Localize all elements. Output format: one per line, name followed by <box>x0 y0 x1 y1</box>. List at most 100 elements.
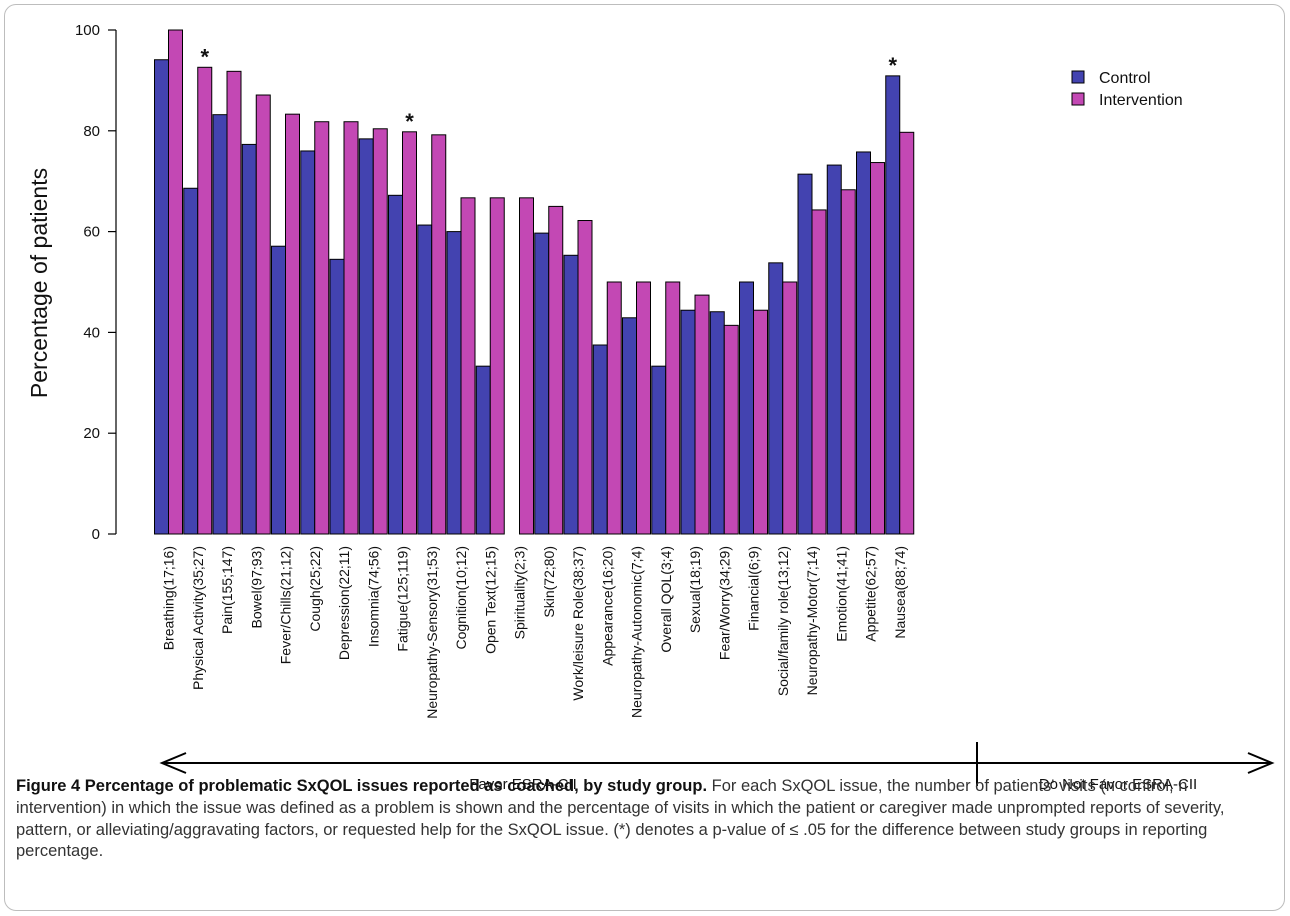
x-tick-label: Open Text(12;15) <box>482 546 498 654</box>
x-tick-label: Breathing(17;16) <box>161 546 177 650</box>
bar-control-13 <box>534 232 550 535</box>
bar-intervention-20 <box>753 309 768 535</box>
bar-control-6 <box>329 258 345 535</box>
bar-control-25 <box>885 75 901 535</box>
bar-intervention-7 <box>372 128 388 535</box>
bar-intervention-5 <box>314 121 330 535</box>
y-tick-label: 60 <box>83 224 100 241</box>
bar-control-20 <box>739 281 754 535</box>
caption-text: For each SxQOL issue, the number of pati… <box>16 777 1225 861</box>
x-tick-label: Fear/Worry(34;29) <box>716 546 732 660</box>
y-tick-label: 100 <box>75 22 100 39</box>
bar-intervention-12 <box>519 197 534 535</box>
y-tick-label: 20 <box>83 425 100 442</box>
bar-control-5 <box>300 150 316 535</box>
bar-intervention-18 <box>694 294 710 535</box>
bar-control-9 <box>417 224 433 535</box>
legend-swatch-intervention <box>1071 92 1085 106</box>
x-tick-label: Depression(22;11) <box>336 546 352 660</box>
bar-intervention-17 <box>665 281 681 535</box>
significance-markers: * * * <box>200 44 897 134</box>
legend: Control Intervention <box>1071 70 1183 109</box>
arrow-label-left: Favor ESRA-CII <box>469 776 577 793</box>
figure-caption: Figure 4 Percentage of problematic SxQOL… <box>16 776 1274 863</box>
bar-intervention-3 <box>255 94 271 535</box>
caption-label: Figure 4 Percentage of problematic SxQOL… <box>16 777 708 795</box>
x-tick-label: Bowel(97;93) <box>248 546 264 629</box>
bar-control-0 <box>154 59 169 535</box>
significance-star: * <box>405 109 414 134</box>
x-tick-label: Emotion(41;41) <box>833 546 849 642</box>
x-tick-label: Spirituality(2;3) <box>512 546 528 639</box>
y-tick-label: 40 <box>83 324 100 341</box>
x-tick-labels: Breathing(17;16) Physical Activity(35;27)… <box>161 546 908 719</box>
x-tick-label: Nausea(88;74) <box>892 546 908 639</box>
bar-intervention-6 <box>343 121 359 535</box>
bar-control-11 <box>475 365 491 535</box>
bar-intervention-11 <box>489 197 505 535</box>
y-tick-label: 80 <box>83 123 100 140</box>
legend-label-control: Control <box>1099 70 1151 87</box>
bar-intervention-21 <box>782 281 798 535</box>
bar-intervention-4 <box>285 113 300 535</box>
bar-control-3 <box>241 143 257 535</box>
x-tick-label: Neuropathy-Motor(7;14) <box>804 546 820 695</box>
x-tick-label: Physical Activity(35;27) <box>190 546 206 690</box>
bar-control-7 <box>358 138 374 535</box>
bar-intervention-1 <box>197 66 213 535</box>
x-tick-label: Work/leisure Role(38;37) <box>570 546 586 701</box>
x-tick-label: Fatigue(125;119) <box>395 546 411 652</box>
arrow-head-left <box>159 752 187 774</box>
significance-star: * <box>200 44 209 69</box>
x-tick-label: Neuropathy-Autonomic(7;4) <box>629 546 645 718</box>
bar-control-1 <box>183 187 199 535</box>
x-tick-label: Financial(6;9) <box>746 546 762 631</box>
bar-intervention-19 <box>723 324 739 535</box>
x-tick-label: Pain(155;147) <box>219 546 235 634</box>
bar-intervention-25 <box>899 131 915 535</box>
legend-swatch-control <box>1071 70 1085 84</box>
bar-control-17 <box>651 365 667 535</box>
bar-control-23 <box>826 164 842 535</box>
bar-control-4 <box>271 245 286 535</box>
bar-control-19 <box>709 311 725 535</box>
arrow-head-right <box>1247 752 1275 774</box>
bar-intervention-24 <box>870 162 885 535</box>
significance-star: * <box>888 53 897 78</box>
bar-intervention-16 <box>636 281 651 535</box>
x-tick-label: Appetite(62;57) <box>863 546 879 642</box>
x-tick-label: Appearance(16;20) <box>599 546 615 666</box>
x-tick-label: Sexual(18;19) <box>687 546 703 633</box>
x-tick-label: Neuropathy-Sensory(31;53) <box>424 546 440 719</box>
figure-frame <box>4 4 1285 911</box>
bar-control-8 <box>388 194 403 535</box>
arrow-label-right: Do Not Favor ESRA-CII <box>1039 776 1197 793</box>
x-tick-label: Social/family role(13;12) <box>775 546 791 696</box>
bar-control-10 <box>446 231 462 535</box>
bar-intervention-2 <box>226 70 242 535</box>
bar-intervention-8 <box>402 131 417 535</box>
bar-control-22 <box>797 173 813 535</box>
bar-control-14 <box>563 254 579 535</box>
bar-intervention-0 <box>168 29 183 535</box>
bar-control-16 <box>622 317 637 535</box>
bar-intervention-22 <box>811 209 827 535</box>
bar-intervention-15 <box>606 281 622 535</box>
bar-control-15 <box>592 344 608 535</box>
bar-intervention-9 <box>431 134 447 535</box>
bar-control-18 <box>680 309 696 535</box>
y-tick-label: 0 <box>92 526 100 543</box>
x-tick-label: Overall QOL(3;4) <box>658 546 674 653</box>
legend-label-intervention: Intervention <box>1099 92 1183 109</box>
bar-intervention-14 <box>577 220 593 535</box>
bar-intervention-10 <box>460 197 476 535</box>
bar-control-24 <box>856 151 871 535</box>
bar-chart: 0 20 40 60 80 100 Percentage of patients Brea… <box>26 22 1275 793</box>
bar-control-21 <box>768 262 784 535</box>
bar-intervention-23 <box>840 189 856 535</box>
bars <box>154 29 915 535</box>
bar-intervention-13 <box>548 205 564 535</box>
favor-arrow: Favor ESRA-CII Do Not Favor ESRA-CII <box>159 742 1275 793</box>
x-tick-label: Cough(25;22) <box>307 546 323 632</box>
x-tick-label: Cognition(10;12) <box>453 546 469 650</box>
